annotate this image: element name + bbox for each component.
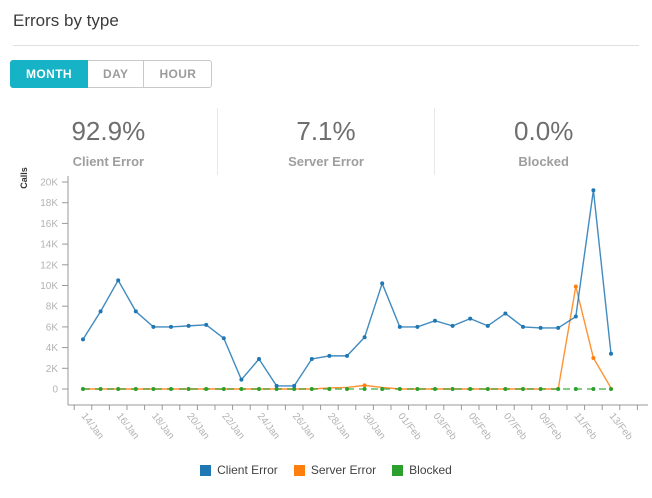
svg-text:03/Feb: 03/Feb — [431, 411, 459, 443]
page-title: Errors by type — [13, 11, 119, 30]
svg-text:30/Jan: 30/Jan — [360, 411, 387, 441]
svg-text:6K: 6K — [46, 322, 59, 333]
svg-text:0: 0 — [52, 385, 58, 396]
svg-text:18K: 18K — [40, 198, 58, 209]
svg-text:12K: 12K — [40, 260, 58, 271]
server-error-swatch-icon — [293, 464, 305, 476]
svg-text:Calls: Calls — [19, 167, 29, 189]
svg-text:07/Feb: 07/Feb — [501, 411, 529, 443]
legend-client-error-label: Client Error — [217, 463, 278, 477]
svg-text:26/Jan: 26/Jan — [290, 411, 317, 441]
server-error-label: Server Error — [288, 154, 364, 170]
hour-button[interactable]: HOUR — [144, 60, 213, 88]
svg-text:09/Feb: 09/Feb — [536, 411, 564, 443]
legend-server-error-label: Server Error — [310, 463, 377, 477]
client-error-label: Client Error — [72, 154, 145, 170]
svg-text:05/Feb: 05/Feb — [466, 411, 494, 443]
svg-text:20K: 20K — [40, 178, 58, 189]
svg-text:16/Jan: 16/Jan — [114, 411, 141, 441]
legend-item-client-error[interactable]: Client Error — [200, 463, 278, 477]
svg-text:16K: 16K — [40, 219, 58, 230]
svg-text:8K: 8K — [46, 302, 59, 313]
blocked-label: Blocked — [518, 154, 569, 170]
svg-text:14K: 14K — [40, 240, 58, 251]
error-stats-row: 92.9% Client Error 7.1% Server Error 0.0… — [0, 108, 652, 176]
errors-by-type-line-chart: 0 2K 4K 6K 8K 10K 12K 14K 16K 18K 20K 14/Jan 16/Jan 1… — [19, 167, 648, 443]
svg-text:4K: 4K — [46, 343, 59, 354]
svg-text:2K: 2K — [46, 364, 59, 375]
stat-server-error: 7.1% Server Error — [216, 108, 435, 176]
svg-text:28/Jan: 28/Jan — [325, 411, 352, 441]
svg-text:14/Jan: 14/Jan — [79, 411, 106, 441]
time-range-toggle: MONTH DAY HOUR — [10, 60, 213, 88]
svg-text:18/Jan: 18/Jan — [149, 411, 176, 441]
title-divider — [13, 45, 639, 46]
svg-text:01/Feb: 01/Feb — [395, 411, 423, 443]
legend-blocked-label: Blocked — [409, 463, 452, 477]
svg-text:22/Jan: 22/Jan — [219, 411, 246, 441]
server-error-percent: 7.1% — [296, 116, 356, 146]
stat-client-error: 92.9% Client Error — [0, 108, 217, 175]
client-error-swatch-icon — [200, 464, 212, 476]
chart-legend: Client Error Server Error Blocked — [0, 463, 652, 477]
day-button[interactable]: DAY — [88, 60, 145, 88]
svg-text:20/Jan: 20/Jan — [184, 411, 211, 441]
month-button[interactable]: MONTH — [10, 60, 88, 88]
svg-text:24/Jan: 24/Jan — [255, 411, 282, 441]
svg-text:11/Feb: 11/Feb — [571, 411, 599, 442]
blocked-swatch-icon — [392, 464, 404, 476]
client-error-percent: 92.9% — [71, 116, 146, 146]
legend-item-blocked[interactable]: Blocked — [392, 463, 452, 477]
stat-blocked: 0.0% Blocked — [434, 108, 652, 176]
blocked-percent: 0.0% — [514, 116, 574, 146]
legend-item-server-error[interactable]: Server Error — [293, 463, 377, 477]
svg-text:13/Feb: 13/Feb — [607, 411, 635, 443]
svg-text:10K: 10K — [40, 281, 58, 292]
